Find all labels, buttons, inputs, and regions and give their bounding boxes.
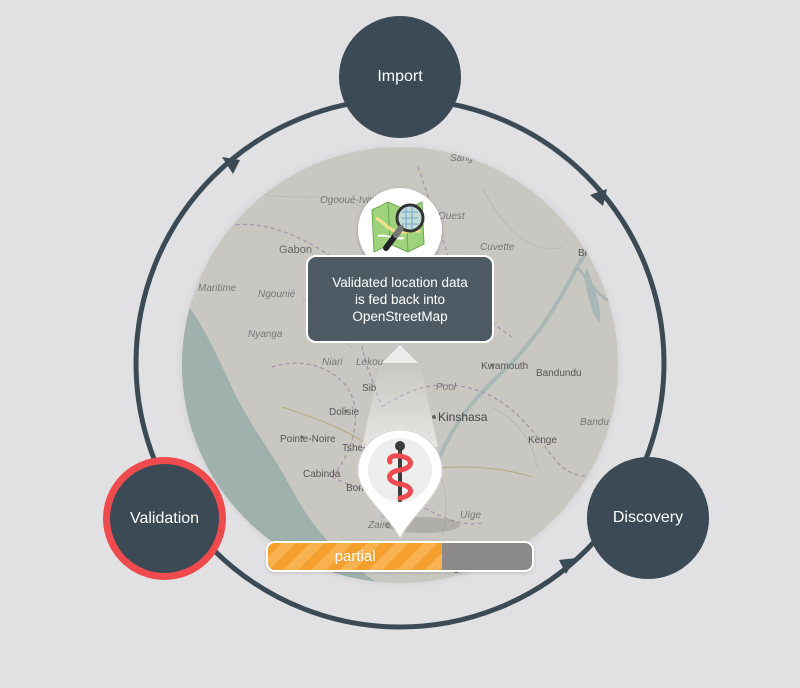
map-label-uige: Uíge [460,510,482,521]
map-label-sibiti: Sib [362,383,377,394]
import-label: Import [377,68,423,85]
city-dot [432,415,436,419]
map-label-cabinda: Cabinda [303,469,341,480]
map-label-pointe-noire: Pointe-Noire [280,434,336,445]
region-line [491,406,538,468]
map-label-kwamouth: Kwamouth [481,361,528,372]
map-label-lekoumou: Lékou [356,357,384,368]
map-label-bikoro: Bi [578,248,587,259]
discovery-label: Discovery [612,509,684,526]
map-label-sangha: Sang [450,153,474,164]
map-label-niari: Niari [322,357,343,368]
callout-line-2: is fed back into [354,291,446,307]
validation-progress-bar: partial [266,541,534,572]
map-label-pool: Pool [436,382,457,393]
callout-line-3: OpenStreetMap [352,308,448,324]
upload-beam [362,363,438,447]
city-dot [300,435,304,439]
city-dot [344,409,348,413]
import-node[interactable]: Import [339,16,461,138]
city-dot [490,363,494,367]
map-label-tshela: Tshela [342,443,371,454]
map-label-ogooue-ivindo: Ogooué-Ivin [320,195,375,206]
medical-caduceus-pin-icon[interactable] [356,428,444,540]
progress-label: partial [334,548,376,565]
callout-line-1: Validated location data [332,274,468,290]
border-line [381,384,618,478]
discovery-node[interactable]: Discovery [587,457,709,579]
progress-fill [268,543,443,570]
validation-callout: Validated location data is fed back into… [306,255,494,343]
border-line [271,362,357,478]
upload-arrow [382,345,418,363]
ocean-area [182,297,378,583]
region-line [241,186,363,208]
validation-node[interactable]: Validation [103,457,226,580]
map-label-cuvette: Cuvette [480,242,515,253]
map-label-kenge: Kenge [528,435,557,446]
validation-label: Validation [129,509,200,527]
map-label-bandundu: Bandu [580,417,609,428]
map-label-nyanga: Nyanga [248,329,283,340]
region-line [481,186,563,250]
callout-text: Validated location data is fed back into… [332,274,468,325]
map-label-ouest: Ouest [438,211,466,222]
map-label-gabon: Gabon [279,244,312,256]
map-label-maritime: Maritime [198,283,237,294]
map-label-bandundu-town: Bandundu [536,368,582,379]
lake [584,267,601,322]
map-label-kinshasa: Kinshasa [438,410,488,424]
map-label-ngounie: Ngounié [258,289,296,300]
map-label-zaire: Zaire [367,520,391,531]
map-label-boma: Bon [346,483,364,494]
map-label-dolisie: Dolisie [329,407,359,418]
